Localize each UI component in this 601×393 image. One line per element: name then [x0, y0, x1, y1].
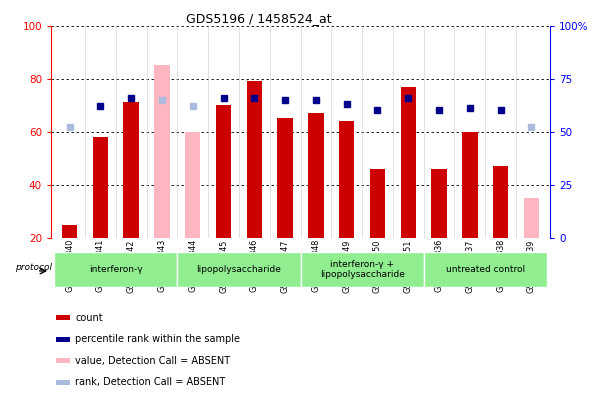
Text: untreated control: untreated control [446, 265, 525, 274]
Bar [185, 132, 200, 238]
Bar [424, 252, 547, 287]
Bar [370, 169, 385, 238]
Text: value, Detection Call = ABSENT: value, Detection Call = ABSENT [75, 356, 230, 366]
Text: lipopolysaccharide: lipopolysaccharide [197, 265, 281, 274]
Text: percentile rank within the sample: percentile rank within the sample [75, 334, 240, 344]
Bar [432, 169, 447, 238]
Bar [462, 132, 478, 238]
Bar [56, 380, 70, 385]
Bar [56, 337, 70, 342]
Text: GDS5196 / 1458524_at: GDS5196 / 1458524_at [186, 12, 331, 25]
Bar [154, 65, 169, 238]
Bar [54, 252, 177, 287]
Bar [308, 113, 323, 238]
Bar [246, 81, 262, 238]
Bar [493, 166, 508, 238]
Bar [177, 252, 300, 287]
Bar [123, 103, 139, 238]
Text: protocol: protocol [16, 263, 52, 272]
Bar [339, 121, 355, 238]
Bar [216, 105, 231, 238]
Bar [93, 137, 108, 238]
Bar [56, 315, 70, 320]
Bar [300, 252, 424, 287]
Bar [523, 198, 539, 238]
Text: rank, Detection Call = ABSENT: rank, Detection Call = ABSENT [75, 378, 225, 387]
Text: interferon-γ +
lipopolysaccharide: interferon-γ + lipopolysaccharide [320, 259, 404, 279]
Text: count: count [75, 313, 103, 323]
Bar [62, 224, 78, 238]
Bar [401, 86, 416, 238]
Bar [278, 118, 293, 238]
Bar [56, 358, 70, 364]
Text: interferon-γ: interferon-γ [89, 265, 142, 274]
